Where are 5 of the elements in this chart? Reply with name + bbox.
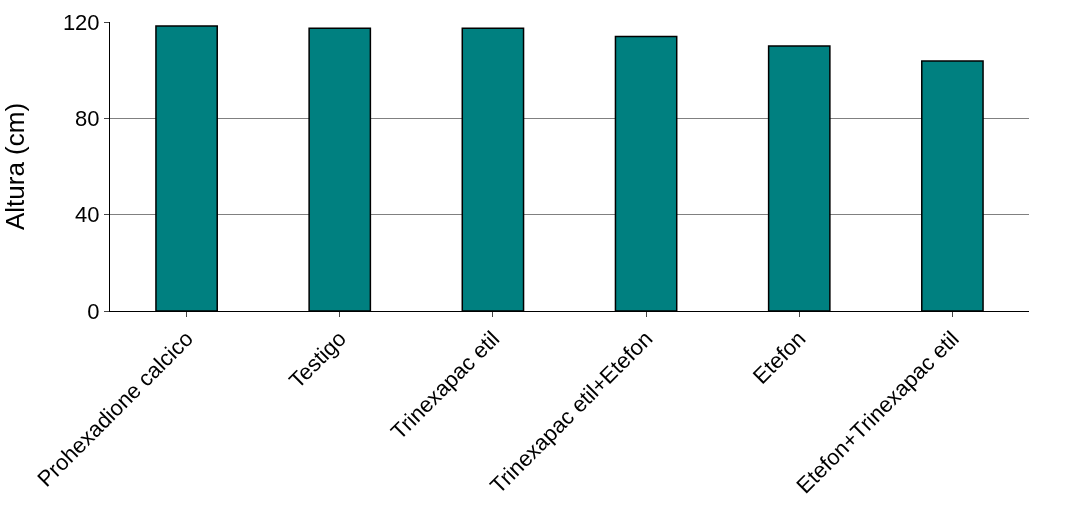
- y-tick-label: 80: [75, 106, 100, 132]
- y-tick-label: 120: [62, 9, 100, 35]
- y-tick-label: 40: [75, 202, 100, 228]
- y-tick-label: 0: [87, 298, 100, 324]
- y-axis-title: Altura (cm): [0, 102, 31, 231]
